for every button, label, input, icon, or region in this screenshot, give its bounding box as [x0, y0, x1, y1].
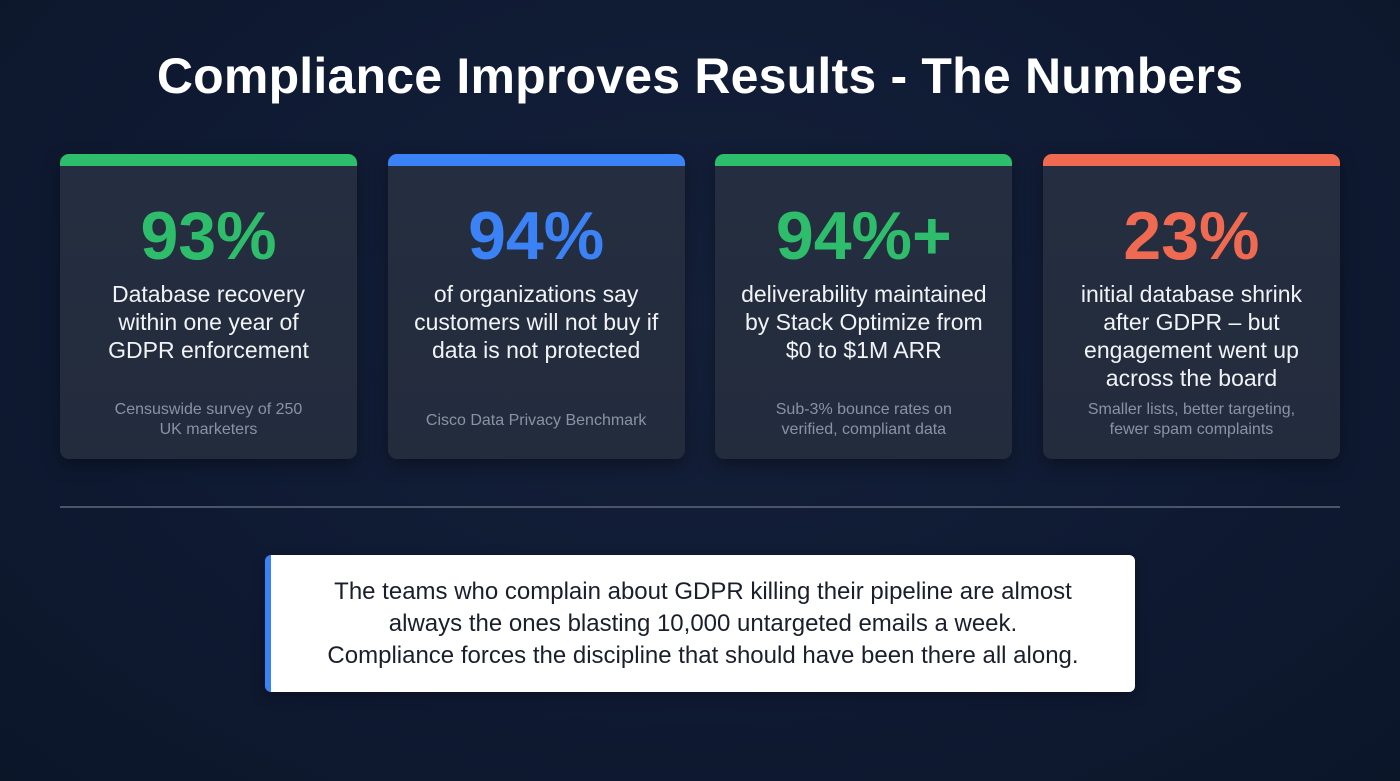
stat-source-line: Censuswide survey of 250: [114, 401, 303, 418]
stat-description-line: of organizations say: [433, 281, 639, 307]
stat-source-line: verified, compliant data: [781, 421, 947, 438]
stat-description-line: across the board: [1105, 365, 1278, 391]
card-accent-bar: [1042, 154, 1340, 166]
stat-description: deliverability maintained by Stack Optim…: [733, 280, 994, 364]
stat-description: initial database shrink after GDPR – but…: [1061, 280, 1322, 392]
stat-description-line: within one year of: [118, 309, 299, 335]
stat-source: Censuswide survey of 250 UK marketers: [80, 400, 337, 440]
stat-value: 23%: [1123, 198, 1260, 274]
section-divider: [60, 506, 1340, 508]
quote-callout: The teams who complain about GDPR killin…: [265, 555, 1135, 692]
stat-source-line: UK marketers: [159, 421, 258, 438]
stat-card-deliverability: 94%+ deliverability maintained by Stack …: [715, 154, 1013, 459]
stat-description-line: after GDPR – but: [1103, 309, 1280, 335]
quote-line: The teams who complain about GDPR killin…: [334, 577, 1072, 605]
stat-card-database-shrink: 23% initial database shrink after GDPR –…: [1042, 154, 1340, 459]
quote-line: Compliance forces the discipline that sh…: [327, 641, 1079, 669]
stat-card-customer-trust: 94% of organizations say customers will …: [387, 154, 685, 459]
stat-description-line: engagement went up: [1084, 337, 1299, 363]
stat-source-line: fewer spam complaints: [1109, 421, 1274, 438]
card-accent-bar: [715, 154, 1013, 166]
stat-description-line: Database recovery: [111, 281, 306, 307]
stat-description-line: data is not protected: [431, 337, 641, 363]
stat-card-database-recovery: 93% Database recovery within one year of…: [60, 154, 357, 459]
stat-description-line: deliverability maintained: [741, 281, 987, 307]
stat-cards: 93% Database recovery within one year of…: [60, 154, 1340, 459]
stat-value: 94%: [468, 198, 605, 274]
quote-line: always the ones blasting 10,000 untarget…: [388, 609, 1018, 637]
stat-description-line: GDPR enforcement: [108, 337, 309, 363]
stat-description: Database recovery within one year of GDP…: [78, 280, 339, 364]
stat-value: 93%: [140, 198, 277, 274]
stat-description: of organizations say customers will not …: [406, 280, 667, 364]
stat-description-line: $0 to $1M ARR: [785, 337, 942, 363]
stat-source-line: Cisco Data Privacy Benchmark: [425, 412, 647, 429]
stat-source-line: Smaller lists, better targeting,: [1087, 401, 1296, 418]
page-title: Compliance Improves Results - The Number…: [156, 48, 1244, 104]
stat-source: Sub-3% bounce rates on verified, complia…: [735, 400, 992, 440]
stat-value: 94%+: [775, 198, 952, 274]
stat-description-line: initial database shrink: [1080, 281, 1303, 307]
stat-source-line: Sub-3% bounce rates on: [775, 401, 952, 418]
stat-description-line: by Stack Optimize from: [744, 309, 983, 335]
stat-source: Cisco Data Privacy Benchmark: [408, 411, 665, 431]
stat-source: Smaller lists, better targeting, fewer s…: [1063, 400, 1320, 440]
card-accent-bar: [60, 154, 357, 166]
stat-description-line: customers will not buy if: [414, 309, 659, 335]
card-accent-bar: [387, 154, 685, 166]
quote-text: The teams who complain about GDPR killin…: [293, 576, 1113, 672]
